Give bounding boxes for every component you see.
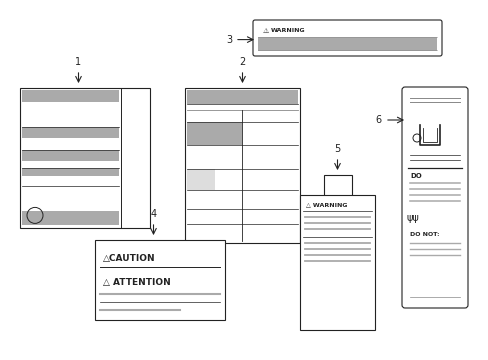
- Text: ψψ: ψψ: [406, 213, 419, 223]
- Bar: [22, 127, 119, 138]
- Text: △ ATTENTION: △ ATTENTION: [103, 279, 170, 288]
- FancyBboxPatch shape: [252, 20, 441, 56]
- Bar: [22, 90, 119, 102]
- Bar: [22, 168, 119, 176]
- Text: 6: 6: [375, 115, 381, 125]
- Bar: [258, 37, 436, 51]
- Bar: [323, 175, 351, 197]
- Bar: [22, 150, 119, 161]
- Text: 5: 5: [334, 144, 340, 154]
- Bar: [186, 122, 242, 145]
- Bar: [186, 168, 214, 190]
- Bar: [95, 240, 224, 320]
- Text: 1: 1: [75, 57, 81, 67]
- Text: ⚠: ⚠: [263, 28, 269, 34]
- Text: △ WARNING: △ WARNING: [305, 202, 347, 207]
- Text: DO: DO: [409, 173, 421, 179]
- Bar: [184, 88, 299, 243]
- Text: 4: 4: [150, 209, 156, 219]
- Bar: [20, 88, 150, 228]
- Text: DO NOT:: DO NOT:: [409, 233, 439, 238]
- Text: △CAUTION: △CAUTION: [103, 253, 155, 262]
- Bar: [22, 211, 119, 225]
- Bar: [299, 195, 374, 330]
- Bar: [186, 90, 297, 104]
- Text: 3: 3: [225, 35, 231, 45]
- FancyBboxPatch shape: [401, 87, 467, 308]
- Text: WARNING: WARNING: [270, 28, 305, 33]
- Text: 2: 2: [239, 57, 245, 67]
